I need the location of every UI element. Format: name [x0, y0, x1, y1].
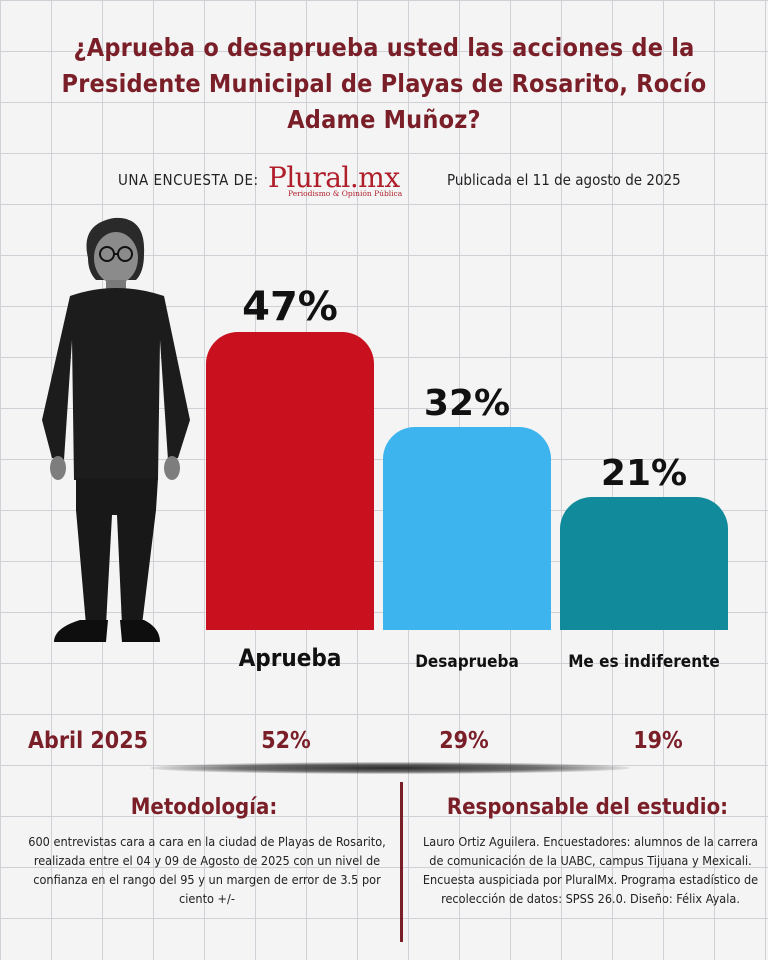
logo-tagline: Periodismo & Opinión Pública	[288, 189, 403, 198]
logo-name: Plural.mx	[268, 161, 400, 194]
section-divider	[400, 782, 403, 942]
category-label-indiferente: Me es indiferente	[568, 652, 720, 672]
comparison-value-indiferente: 19%	[633, 728, 683, 754]
methodology-title: Metodología:	[130, 795, 278, 820]
category-label-desaprueba: Desaprueba	[415, 652, 519, 672]
pluralmx-logo: Plural.mx Periodismo & Opinión Pública	[268, 161, 418, 203]
chart-title: ¿Aprueba o desaprueba usted las acciones…	[61, 33, 707, 134]
comparison-value-desaprueba: 29%	[439, 728, 489, 754]
category-label-aprueba: Aprueba	[238, 644, 342, 672]
bar-aprueba	[206, 332, 374, 630]
bar-value-label-aprueba: 47%	[242, 284, 338, 330]
bar-indiferente	[560, 497, 728, 630]
comparison-row: Abril 2025 52% 29% 19%	[0, 728, 768, 768]
comparison-label: Abril 2025	[28, 728, 148, 754]
divider-shadow	[150, 762, 630, 774]
bar-desaprueba	[383, 427, 551, 630]
bar-value-label-indiferente: 21%	[600, 453, 688, 494]
methodology-text: 600 entrevistas cara a cara en la ciudad…	[28, 834, 386, 906]
survey-source-row: UNA ENCUESTA DE: Plural.mx Periodismo & …	[0, 161, 768, 203]
responsible-title: Responsable del estudio:	[446, 795, 729, 820]
publication-date: Publicada el 11 de agosto de 2025	[447, 171, 681, 189]
survey-label: UNA ENCUESTA DE:	[118, 171, 259, 189]
bar-value-label-desaprueba: 32%	[423, 383, 511, 424]
person-photo	[42, 217, 190, 642]
comparison-value-aprueba: 52%	[261, 728, 311, 754]
responsible-text: Lauro Ortiz Aguilera. Encuestadores: alu…	[422, 834, 759, 906]
